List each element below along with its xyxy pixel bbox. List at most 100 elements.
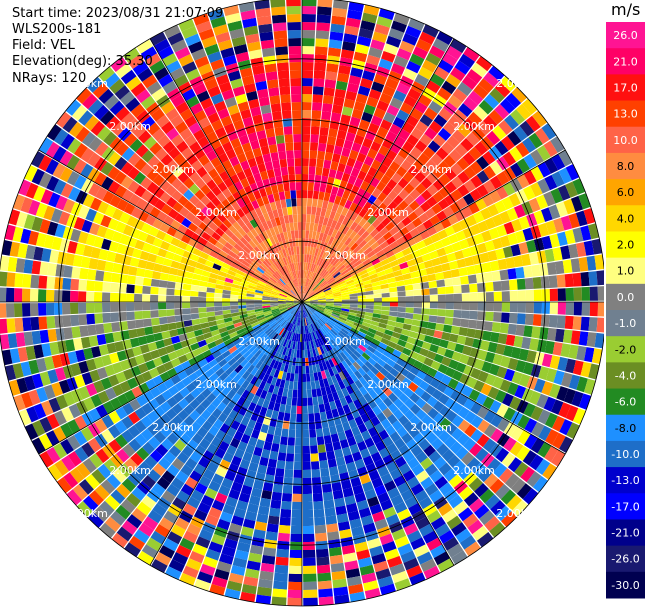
velocity-gate [269,450,279,460]
velocity-gate [485,311,494,322]
velocity-gate [313,70,326,80]
velocity-gate [116,448,130,463]
velocity-gate [380,418,392,430]
velocity-gate [371,477,384,489]
velocity-gate [191,433,204,445]
velocity-gate [341,387,350,397]
velocity-gate [341,172,351,183]
velocity-gate [469,310,478,320]
velocity-gate [287,364,292,374]
velocity-gate [563,198,576,215]
velocity-gate [360,324,370,331]
velocity-gate [464,541,481,557]
velocity-gate [304,287,309,295]
velocity-gate [305,262,309,271]
velocity-gate [348,75,362,86]
velocity-gate [54,290,63,302]
velocity-gate [307,262,311,271]
velocity-gate [500,355,511,368]
velocity-gate [518,216,530,230]
velocity-gate [586,255,597,271]
velocity-gate [426,171,439,184]
velocity-gate [126,284,135,294]
velocity-gate [481,230,492,242]
velocity-gate [365,302,374,306]
velocity-gate [347,332,356,340]
velocity-gate [499,379,512,393]
velocity-gate [305,333,309,342]
velocity-gate [303,296,309,301]
velocity-gate [292,357,297,366]
velocity-gate [302,166,309,175]
velocity-gate [445,410,458,423]
velocity-gate [360,272,370,279]
velocity-gate [214,447,226,459]
velocity-gate [502,393,514,407]
velocity-gate [331,285,340,291]
velocity-gate [396,82,411,95]
velocity-gate [254,369,262,379]
velocity-gate [186,439,199,451]
velocity-gate [302,189,308,199]
velocity-gate [349,202,358,212]
velocity-gate [190,313,200,320]
velocity-gate [282,346,288,356]
velocity-gate [450,189,463,202]
velocity-gate [423,260,434,269]
velocity-gate [450,325,460,335]
velocity-gate [309,365,314,374]
velocity-gate [471,62,488,78]
velocity-gate [324,209,332,219]
velocity-gate [444,193,456,206]
velocity-gate [313,285,320,292]
velocity-gate [309,246,314,255]
velocity-gate [450,390,462,402]
velocity-gate [347,575,362,587]
velocity-gate [290,349,295,358]
velocity-gate [312,348,317,357]
velocity-gate [175,544,192,558]
velocity-gate [353,160,364,171]
velocity-gate [246,392,255,402]
velocity-gate [389,354,399,363]
velocity-gate [315,207,322,216]
velocity-gate [370,416,381,427]
velocity-gate [226,444,237,456]
velocity-gate [370,320,380,327]
velocity-gate [373,289,382,295]
velocity-gate [550,136,565,153]
velocity-gate [273,352,280,361]
velocity-gate [502,182,516,196]
velocity-gate [236,541,251,553]
velocity-gate [496,186,509,200]
velocity-gate [435,272,445,281]
velocity-gate [349,307,358,311]
velocity-gate [381,288,390,294]
velocity-gate [331,311,340,317]
velocity-gate [214,293,223,298]
velocity-gate [372,198,383,209]
velocity-gate [314,274,320,282]
velocity-gate [313,322,318,331]
velocity-gate [372,395,383,406]
velocity-gate [382,263,392,271]
velocity-gate [310,238,315,248]
velocity-gate [328,255,335,263]
velocity-gate [317,299,326,302]
velocity-gate [251,394,260,405]
velocity-gate [292,389,298,398]
velocity-gate [348,287,357,292]
velocity-gate [308,254,312,263]
velocity-gate [517,302,526,313]
velocity-gate [305,317,309,326]
velocity-gate [222,434,233,445]
velocity-gate [318,588,333,598]
velocity-gate [325,275,333,282]
velocity-gate [350,382,359,392]
velocity-gate [427,140,441,153]
velocity-gate [461,75,478,90]
velocity-gate [309,296,318,300]
velocity-gate [476,156,490,170]
velocity-gate [503,345,514,357]
velocity-gate [289,557,302,567]
